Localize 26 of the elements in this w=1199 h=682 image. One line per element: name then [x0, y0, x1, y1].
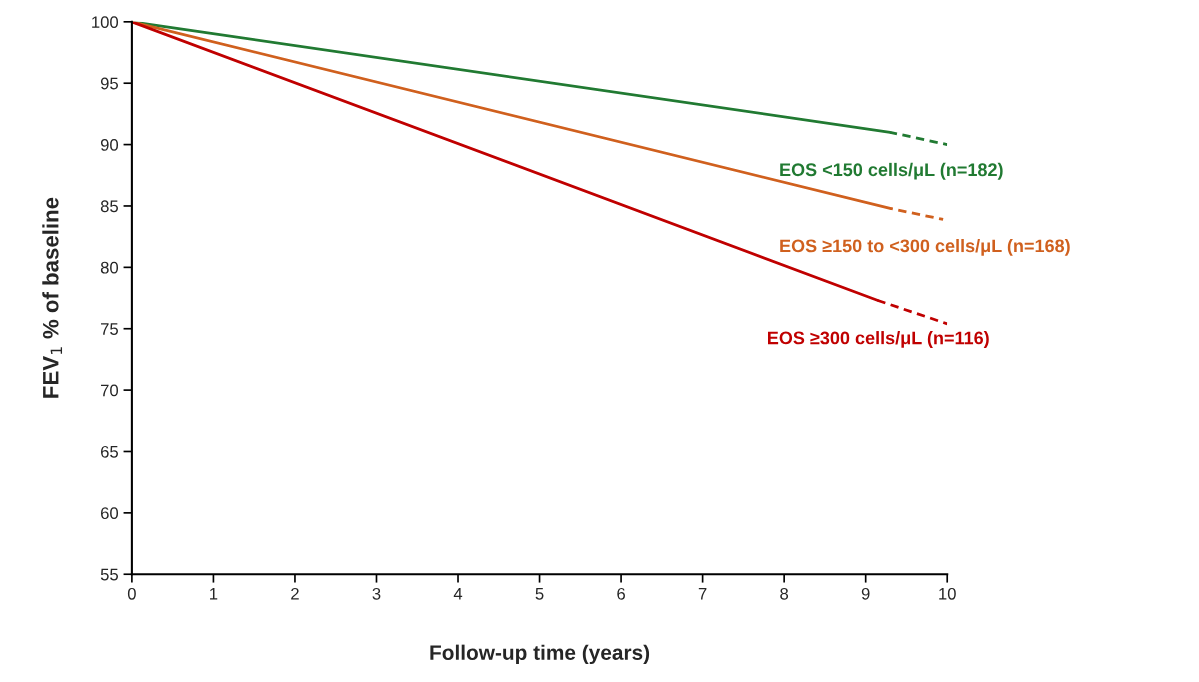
y-tick-label: 75 [101, 323, 118, 335]
y-tick-label: 80 [100, 261, 119, 274]
x-tick-label: 4 [453, 588, 463, 600]
y-tick-label: 95 [100, 77, 118, 90]
y-axis-title: FEV$_{1}$ % of baseline [42, 197, 63, 398]
y-tick-label: 60 [101, 507, 119, 520]
x-tick-label: 5 [535, 588, 544, 600]
x-tick-label: 1 [210, 588, 218, 600]
x-tick-label: 8 [780, 587, 789, 600]
text: EOS <150 cells/μL (n=182) [780, 162, 1003, 180]
y-tick-label: 70 [101, 384, 119, 397]
x-tick-label: 10 [939, 587, 956, 600]
y-tick-label: 85 [100, 200, 118, 213]
text: EOS ≥150 to <300 cells/μL (n=168) [780, 238, 1070, 256]
x-tick-label: 7 [698, 588, 707, 600]
x-tick-label: 3 [372, 587, 381, 600]
x-tick-label: 9 [861, 587, 870, 600]
x-axis-title: Follow-up time (years) [430, 644, 650, 665]
x-tick-label: 6 [617, 587, 625, 600]
y-tick-label: 55 [100, 568, 118, 581]
y-tick-label: 100 [92, 16, 119, 29]
x-tick-label: 0 [127, 587, 136, 600]
y-tick-label: 65 [101, 445, 118, 458]
y-tick-label: 90 [100, 138, 119, 151]
x-tick-label: 2 [291, 587, 299, 600]
text: EOS ≥300 cells/μL (n=116) [768, 331, 989, 348]
